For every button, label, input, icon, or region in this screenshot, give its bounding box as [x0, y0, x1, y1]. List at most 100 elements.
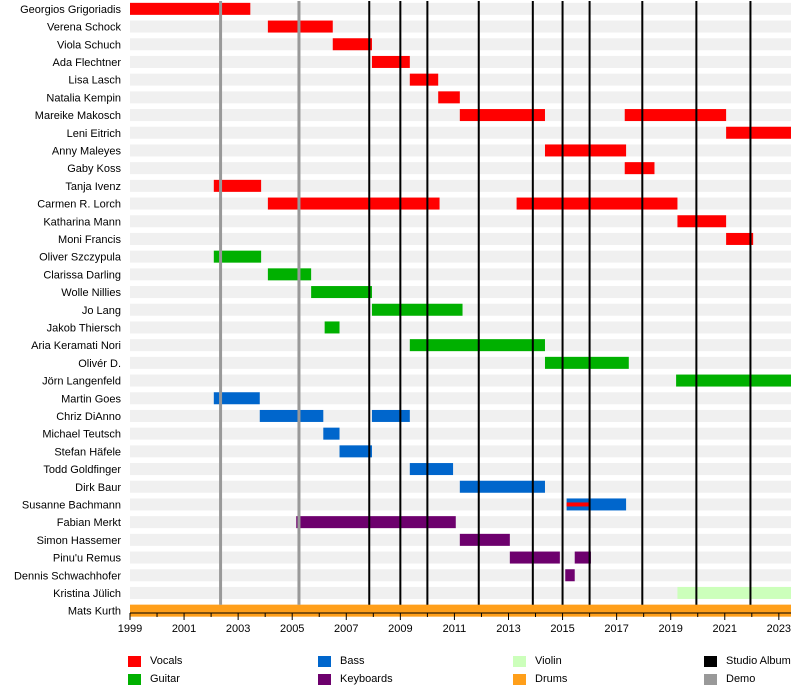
row-stripe	[130, 91, 791, 104]
member-bar	[371, 409, 410, 422]
member-bars	[130, 2, 791, 617]
member-labels: Georgios Grigoriadis Verena Schock Viola S…	[14, 4, 122, 618]
member-bar	[324, 321, 340, 334]
x-tick-label: 2001	[172, 623, 196, 635]
row-stripe	[130, 409, 791, 422]
member-label: Todd Goldfinger	[43, 464, 121, 476]
member-bar	[544, 356, 629, 369]
member-label: Carmen R. Lorch	[37, 199, 121, 211]
member-label: Chriz DiAnno	[56, 411, 121, 423]
member-label: Kristina Jülich	[53, 588, 121, 600]
member-label: Dennis Schwachhofer	[14, 570, 121, 582]
row-stripe	[130, 516, 791, 529]
member-bar	[726, 232, 754, 245]
member-bar	[544, 144, 627, 157]
row-stripe	[130, 179, 791, 192]
row-stripe	[130, 73, 791, 86]
member-bar	[438, 91, 460, 104]
member-label: Jakob Thiersch	[47, 322, 121, 334]
x-tick-label: 2009	[388, 623, 412, 635]
member-bar	[677, 586, 791, 599]
member-bar	[213, 392, 260, 405]
member-bar	[267, 197, 440, 210]
member-bar	[371, 55, 410, 68]
row-stripe	[130, 232, 791, 245]
event-lines	[219, 1, 752, 605]
member-bar	[130, 2, 251, 15]
member-bar	[267, 268, 312, 281]
member-bar	[130, 604, 791, 617]
member-bar	[726, 126, 791, 139]
member-bar	[677, 215, 727, 228]
x-tick-label: 2019	[658, 623, 682, 635]
member-label: Olivér D.	[78, 358, 121, 370]
x-tick-label: 2013	[496, 623, 520, 635]
member-bar	[259, 409, 324, 422]
member-label: Dirk Baur	[75, 482, 121, 494]
member-bar	[459, 480, 545, 493]
member-bar	[516, 197, 678, 210]
row-stripe	[130, 250, 791, 263]
x-tick-label: 1999	[118, 623, 142, 635]
member-label: Anny Maleyes	[52, 145, 122, 157]
member-bar	[509, 551, 560, 564]
member-bar	[311, 286, 372, 299]
member-label: Viola Schuch	[57, 39, 121, 51]
member-bar	[676, 374, 791, 387]
member-label: Natalia Kempin	[46, 92, 121, 104]
member-label: Jörn Langenfeld	[42, 376, 121, 388]
row-stripe	[130, 126, 791, 139]
member-bar	[459, 109, 545, 122]
member-label: Katharina Mann	[43, 216, 121, 228]
member-label: Mareike Makosch	[35, 110, 121, 122]
row-stripe	[130, 2, 791, 15]
member-bar	[409, 463, 454, 476]
member-bar	[213, 179, 262, 192]
member-label: Jo Lang	[82, 305, 121, 317]
member-bar	[565, 569, 575, 582]
member-bar	[624, 162, 655, 175]
member-bar	[566, 498, 627, 511]
row-stripe	[130, 445, 791, 458]
member-label: Tanja Ivenz	[65, 181, 121, 193]
member-label: Verena Schock	[47, 22, 121, 34]
row-stripe	[130, 551, 791, 564]
x-tick-label: 2015	[550, 623, 574, 635]
x-tick-label: 2023	[767, 623, 791, 635]
row-stripe	[130, 286, 791, 299]
row-stripe	[130, 392, 791, 405]
member-label: Simon Hassemer	[37, 535, 122, 547]
x-tick-label: 2005	[280, 623, 304, 635]
member-bar	[574, 551, 591, 564]
row-stripe	[130, 427, 791, 440]
member-bar	[332, 38, 372, 51]
row-stripe	[130, 20, 791, 33]
x-axis: 1999 2001 2003 2005 2007 2009 2011 2013 2015 2017…	[118, 612, 791, 635]
x-tick-label: 2017	[604, 623, 628, 635]
member-label: Susanne Bachmann	[22, 499, 121, 511]
member-bar	[409, 73, 439, 86]
member-label: Pinu'u Remus	[53, 553, 122, 565]
member-label: Leni Eitrich	[67, 128, 121, 140]
row-stripe	[130, 55, 791, 68]
member-label: Fabian Merkt	[57, 517, 121, 529]
member-bar	[213, 250, 262, 263]
member-label: Wolle Nillies	[61, 287, 121, 299]
member-label: Aria Keramati Nori	[31, 340, 121, 352]
member-bar	[323, 427, 340, 440]
member-label: Moni Francis	[58, 234, 121, 246]
member-bar	[371, 303, 463, 316]
x-tick-label: 2021	[713, 623, 737, 635]
x-tick-label: 2011	[443, 623, 467, 635]
member-bar	[624, 109, 727, 122]
member-bar	[459, 533, 510, 546]
member-label: Michael Teutsch	[42, 429, 121, 441]
row-stripe	[130, 197, 791, 210]
member-label: Georgios Grigoriadis	[20, 4, 121, 16]
row-stripe	[130, 321, 791, 334]
member-label: Mats Kurth	[68, 606, 121, 618]
member-bar	[566, 502, 590, 507]
member-label: Lisa Lasch	[68, 75, 121, 87]
member-label: Gaby Koss	[67, 163, 121, 175]
